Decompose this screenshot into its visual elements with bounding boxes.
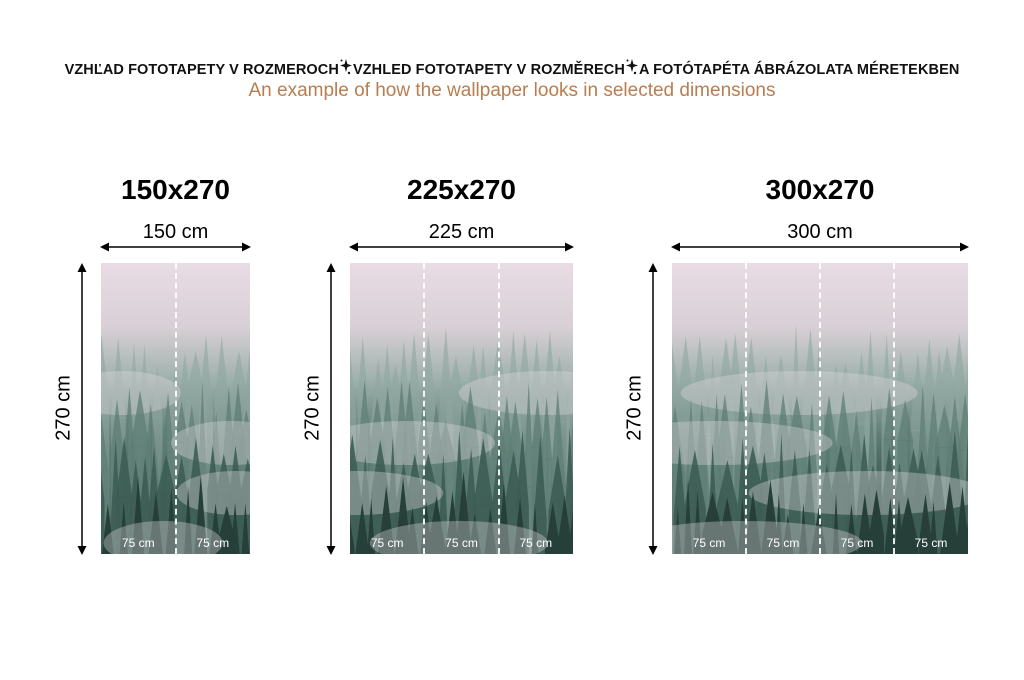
header-hu: A FOTÓTAPÉTA ÁBRÁZOLATA MÉRETEKBEN [638,62,960,78]
width-label: 150 cm [142,221,209,243]
wallpaper-preview: 75 cm 75 cm [101,263,250,554]
panel-seam [893,263,895,554]
segment-width-label: 75 cm [370,536,404,550]
sparkle-icon [339,59,352,75]
segment-width-label: 75 cm [519,536,553,550]
segment-width-label: 75 cm [692,536,726,550]
height-label: 270 cm [301,375,324,441]
height-arrow [326,263,336,555]
panel-seam [497,263,500,554]
width-arrow [349,242,574,252]
segment-width-label: 75 cm [445,536,478,550]
height-arrow [77,263,87,555]
width-label: 300 cm [787,221,853,243]
width-arrow [671,242,969,252]
height-arrow [648,263,658,555]
wallpaper-preview: 75 cm 75 cm 75 cm [350,263,573,554]
segment-width-label: 75 cm [196,536,230,550]
panel-seam [423,263,426,554]
sparkle-icon [625,59,638,75]
height-label: 270 cm [623,375,646,441]
header-sk: VZHĽAD FOTOTAPETY V ROZMEROCH [64,62,339,78]
width-arrow [100,242,251,252]
header-subtitle: An example of how the wallpaper looks in… [248,80,776,101]
panel-seam [174,263,177,554]
panel-title: 225x270 [406,174,517,205]
panel-title: 300x270 [765,174,875,205]
segment-width-label: 75 cm [840,536,874,550]
segment-width-label: 75 cm [121,536,155,550]
header-languages: VZHĽAD FOTOTAPETY V ROZMEROCH VZHLED FOTO… [0,59,1024,78]
panel-title: 150x270 [120,174,231,205]
width-label: 225 cm [428,221,495,243]
panel-seam [819,263,821,554]
height-label: 270 cm [52,375,75,441]
header-cz: VZHLED FOTOTAPETY V ROZMĚRECH [352,62,625,78]
panel-seam [745,263,747,554]
segment-width-label: 75 cm [766,536,800,550]
segment-width-label: 75 cm [914,536,948,550]
wallpaper-preview: 75 cm 75 cm 75 cm 75 cm [672,263,968,554]
